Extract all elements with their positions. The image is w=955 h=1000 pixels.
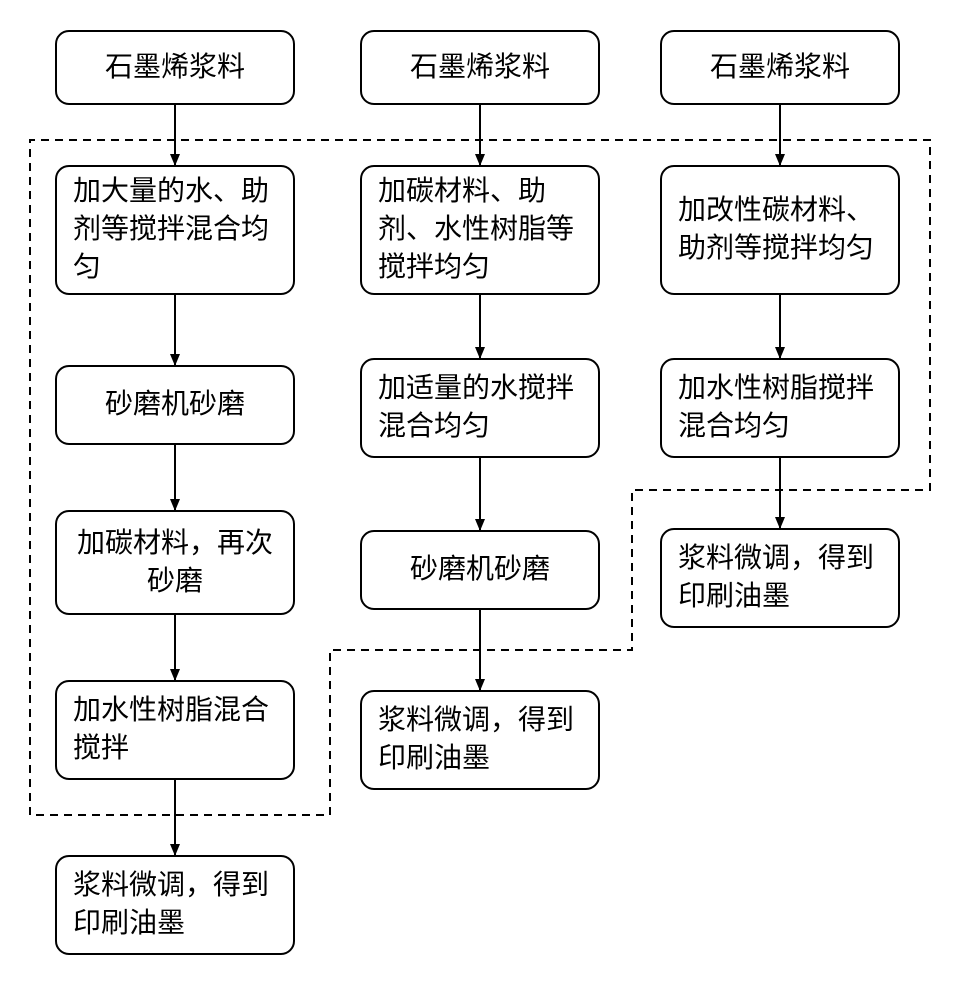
- flow-node-c3n2: 加水性树脂搅拌混合均匀: [660, 358, 900, 458]
- flow-node-c3n3: 浆料微调，得到印刷油墨: [660, 528, 900, 628]
- flow-node-label: 砂磨机砂磨: [105, 386, 245, 424]
- flow-node-c1n0: 石墨烯浆料: [55, 30, 295, 105]
- flow-node-label: 石墨烯浆料: [105, 49, 245, 87]
- flow-node-c2n4: 浆料微调，得到印刷油墨: [360, 690, 600, 790]
- flow-node-c2n1: 加碳材料、助剂、水性树脂等搅拌均匀: [360, 165, 600, 295]
- flow-node-c3n1: 加改性碳材料、助剂等搅拌均匀: [660, 165, 900, 295]
- flowchart-svg: [0, 0, 955, 1000]
- flow-node-label: 加水性树脂搅拌混合均匀: [678, 370, 882, 446]
- flow-node-label: 石墨烯浆料: [710, 49, 850, 87]
- flow-node-label: 加碳材料，再次砂磨: [73, 525, 277, 601]
- flow-node-label: 加大量的水、助剂等搅拌混合均匀: [73, 173, 277, 286]
- flow-node-c3n0: 石墨烯浆料: [660, 30, 900, 105]
- flow-node-c2n0: 石墨烯浆料: [360, 30, 600, 105]
- flow-node-label: 加水性树脂混合搅拌: [73, 692, 277, 768]
- flow-node-c1n1: 加大量的水、助剂等搅拌混合均匀: [55, 165, 295, 295]
- flow-node-label: 浆料微调，得到印刷油墨: [73, 867, 277, 943]
- flow-node-c2n3: 砂磨机砂磨: [360, 530, 600, 610]
- flow-node-c1n4: 加水性树脂混合搅拌: [55, 680, 295, 780]
- flow-node-label: 加碳材料、助剂、水性树脂等搅拌均匀: [378, 173, 582, 286]
- flow-node-label: 加改性碳材料、助剂等搅拌均匀: [678, 192, 882, 268]
- flow-node-c1n5: 浆料微调，得到印刷油墨: [55, 855, 295, 955]
- flow-node-label: 浆料微调，得到印刷油墨: [378, 702, 582, 778]
- flow-node-c1n3: 加碳材料，再次砂磨: [55, 510, 295, 615]
- flow-node-label: 石墨烯浆料: [410, 49, 550, 87]
- flowchart-canvas: 石墨烯浆料加大量的水、助剂等搅拌混合均匀砂磨机砂磨加碳材料，再次砂磨加水性树脂混…: [0, 0, 955, 1000]
- flow-node-label: 浆料微调，得到印刷油墨: [678, 540, 882, 616]
- flow-node-c1n2: 砂磨机砂磨: [55, 365, 295, 445]
- flow-node-label: 加适量的水搅拌混合均匀: [378, 370, 582, 446]
- flow-node-label: 砂磨机砂磨: [410, 551, 550, 589]
- flow-node-c2n2: 加适量的水搅拌混合均匀: [360, 358, 600, 458]
